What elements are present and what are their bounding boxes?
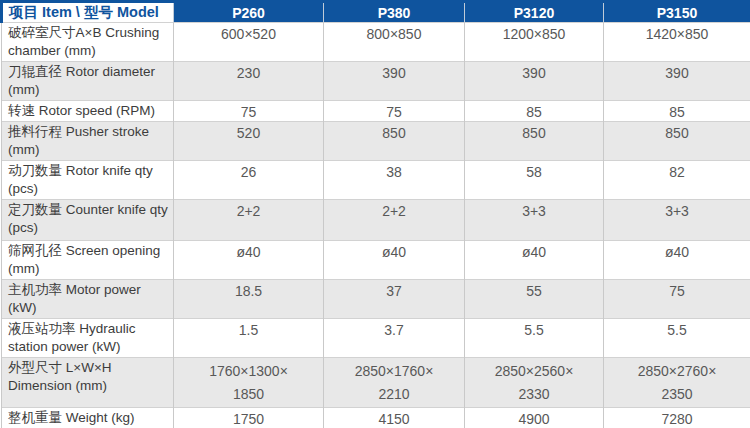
spec-value: 58 (465, 161, 604, 200)
spec-value: 26 (174, 161, 324, 200)
spec-value: ø40 (604, 241, 750, 280)
spec-value: 520 (174, 122, 324, 161)
spec-value: 3+3 (604, 200, 750, 241)
spec-value: 7280 (604, 408, 750, 428)
spec-value: 390 (465, 62, 604, 101)
model-header-p260: P260 (174, 2, 324, 23)
spec-value: 2850×1760× 2210 (324, 358, 465, 408)
model-header-p380: P380 (324, 2, 465, 23)
spec-value: 850 (324, 122, 465, 161)
spec-sheet: 项目 Item \ 型号 Model P260 P380 P3120 P3150… (0, 0, 750, 428)
spec-value: 390 (604, 62, 750, 101)
spec-value: 75 (324, 101, 465, 122)
model-header-p3150: P3150 (604, 2, 750, 23)
spec-value: 75 (604, 280, 750, 319)
spec-value: 1200×850 (465, 23, 604, 62)
spec-value: 55 (465, 280, 604, 319)
row-label: 外型尺寸 L×W×H Dimension (mm) (2, 358, 174, 408)
table-row-counter-knife-qty: 定刀数量 Counter knife qty (pcs) 2+2 2+2 3+3… (2, 200, 750, 241)
row-label: 主机功率 Motor power (kW) (2, 280, 174, 319)
spec-value: 18.5 (174, 280, 324, 319)
spec-value: 82 (604, 161, 750, 200)
spec-value: ø40 (324, 241, 465, 280)
model-header-p3120: P3120 (465, 2, 604, 23)
row-label: 刀辊直径 Rotor diameter (mm) (2, 62, 174, 101)
table-row-weight: 整机重量 Weight (kg) 1750 4150 4900 7280 (2, 408, 750, 428)
row-label: 推料行程 Pusher stroke (mm) (2, 122, 174, 161)
spec-value: 5.5 (604, 319, 750, 358)
row-label: 整机重量 Weight (kg) (2, 408, 174, 428)
spec-value: 2+2 (174, 200, 324, 241)
spec-value: 5.5 (465, 319, 604, 358)
spec-value: 1760×1300× 1850 (174, 358, 324, 408)
spec-value: 850 (604, 122, 750, 161)
row-label: 转速 Rotor speed (RPM) (2, 101, 174, 122)
row-label: 破碎室尺寸A×B Crushing chamber (mm) (2, 23, 174, 62)
spec-value: 230 (174, 62, 324, 101)
spec-value: 850 (465, 122, 604, 161)
spec-value: 85 (604, 101, 750, 122)
table-row-rotor-speed: 转速 Rotor speed (RPM) 75 75 85 85 (2, 101, 750, 122)
spec-value: 3.7 (324, 319, 465, 358)
spec-value: 4900 (465, 408, 604, 428)
table-row-rotor-diameter: 刀辊直径 Rotor diameter (mm) 230 390 390 390 (2, 62, 750, 101)
spec-value: ø40 (174, 241, 324, 280)
spec-value: 38 (324, 161, 465, 200)
table-row-pusher-stroke: 推料行程 Pusher stroke (mm) 520 850 850 850 (2, 122, 750, 161)
table-row-dimension: 外型尺寸 L×W×H Dimension (mm) 1760×1300× 185… (2, 358, 750, 408)
spec-value: 800×850 (324, 23, 465, 62)
row-label: 筛网孔径 Screen opening (mm) (2, 241, 174, 280)
spec-value: 85 (465, 101, 604, 122)
table-row-motor-power: 主机功率 Motor power (kW) 18.5 37 55 75 (2, 280, 750, 319)
spec-value: 3+3 (465, 200, 604, 241)
item-model-header: 项目 Item \ 型号 Model (2, 2, 174, 23)
row-label: 动刀数量 Rotor knife qty (pcs) (2, 161, 174, 200)
spec-value: 2850×2760× 2350 (604, 358, 750, 408)
spec-value: 1.5 (174, 319, 324, 358)
spec-value: 390 (324, 62, 465, 101)
table-row-screen-opening: 筛网孔径 Screen opening (mm) ø40 ø40 ø40 ø40 (2, 241, 750, 280)
table-row-hydraulic-power: 液压站功率 Hydraulic station power (kW) 1.5 3… (2, 319, 750, 358)
spec-value: 600×520 (174, 23, 324, 62)
header-row: 项目 Item \ 型号 Model P260 P380 P3120 P3150 (2, 2, 750, 23)
row-label: 液压站功率 Hydraulic station power (kW) (2, 319, 174, 358)
spec-value: 37 (324, 280, 465, 319)
spec-value: 2850×2560× 2330 (465, 358, 604, 408)
table-row-crushing-chamber: 破碎室尺寸A×B Crushing chamber (mm) 600×520 8… (2, 23, 750, 62)
spec-value: 2+2 (324, 200, 465, 241)
spec-table: 项目 Item \ 型号 Model P260 P380 P3120 P3150… (0, 0, 750, 428)
spec-value: 75 (174, 101, 324, 122)
spec-value: ø40 (465, 241, 604, 280)
row-label: 定刀数量 Counter knife qty (pcs) (2, 200, 174, 241)
table-row-rotor-knife-qty: 动刀数量 Rotor knife qty (pcs) 26 38 58 82 (2, 161, 750, 200)
spec-value: 1420×850 (604, 23, 750, 62)
spec-value: 4150 (324, 408, 465, 428)
spec-value: 1750 (174, 408, 324, 428)
